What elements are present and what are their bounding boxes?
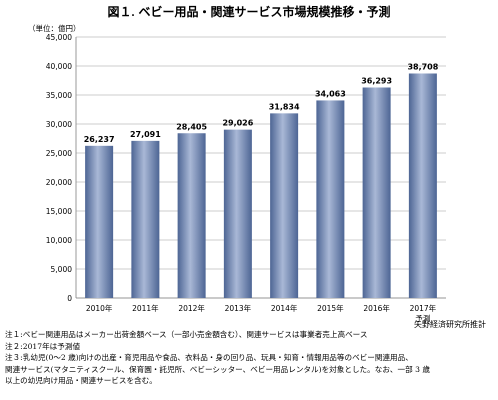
note-line: 注３:乳幼児(0～2 歳)向けの出産・育児用品や食品、衣料品・身の回り品、玩具・… <box>5 353 413 363</box>
x-tick-label: 2017年 <box>410 303 437 313</box>
x-tick-label: 2013年 <box>225 303 252 313</box>
x-tick-label: 2011年 <box>132 303 159 313</box>
notes: 注１:ベビー関連用品はメーカー出荷金額ベース（一部小売金額含む）、関連サービスは… <box>5 329 495 387</box>
data-label: 31,834 <box>269 102 300 111</box>
chart-title: 図１. ベビー用品・関連サービス市場規模推移・予測 <box>0 3 498 20</box>
data-label: 27,091 <box>130 130 161 139</box>
x-tick-label: 2014年 <box>271 303 298 313</box>
unit-label: （単位：億円） <box>28 24 81 33</box>
y-tick-label: 20,000 <box>46 178 72 187</box>
y-tick-label: 10,000 <box>46 236 72 245</box>
note-line: 注２:2017年は予測値 <box>5 341 81 351</box>
bar-chart: 0 5,000 10,000 15,000 20,000 25,000 30,000 35,0… <box>46 33 446 323</box>
bar <box>85 145 114 298</box>
data-label: 26,237 <box>84 135 115 144</box>
x-tick-label: 2016年 <box>363 303 390 313</box>
bar <box>270 113 299 299</box>
title-text: ベビー用品・関連サービス市場規模推移・予測 <box>138 5 391 19</box>
source-credit: 矢野経済研究所推計 <box>414 320 486 329</box>
figure-number: 図１. <box>107 5 135 19</box>
x-tick-label: 予測 <box>415 313 430 323</box>
x-tick-label: 2012年 <box>178 303 205 313</box>
bar <box>223 129 252 298</box>
data-label: 28,405 <box>176 122 207 131</box>
y-tick-label: 15,000 <box>46 207 72 216</box>
data-label: 34,063 <box>315 89 346 98</box>
note-line: 以上の幼児向け用品・関連サービスを含む。 <box>5 376 157 386</box>
data-label: 29,026 <box>222 119 253 128</box>
y-tick-label: 5,000 <box>51 265 73 274</box>
x-tick-label: 2015年 <box>317 303 344 313</box>
y-tick-label: 0 <box>67 294 72 303</box>
x-tick-label: 2010年 <box>86 303 113 313</box>
note-line: 注１:ベビー関連用品はメーカー出荷金額ベース（一部小売金額含む）、関連サービスは… <box>5 330 368 339</box>
bar <box>131 140 160 298</box>
data-label: 38,708 <box>407 62 438 71</box>
y-tick-label: 30,000 <box>46 120 72 129</box>
bar <box>177 133 206 298</box>
data-label: 36,293 <box>361 77 392 86</box>
y-tick-label: 40,000 <box>46 62 72 71</box>
bar <box>362 87 391 298</box>
y-tick-label: 35,000 <box>46 91 72 100</box>
y-tick-label: 25,000 <box>46 149 72 158</box>
note-line: 関連サービス(マタニティスクール、保育園・託児所、ベビーシッター、ベビー用品レン… <box>5 364 430 374</box>
bar <box>316 100 345 298</box>
y-tick-label: 45,000 <box>46 33 72 42</box>
chart-svg: 0 5,000 10,000 15,000 20,000 25,000 30,000 35,0… <box>46 33 446 323</box>
bar <box>408 73 437 299</box>
